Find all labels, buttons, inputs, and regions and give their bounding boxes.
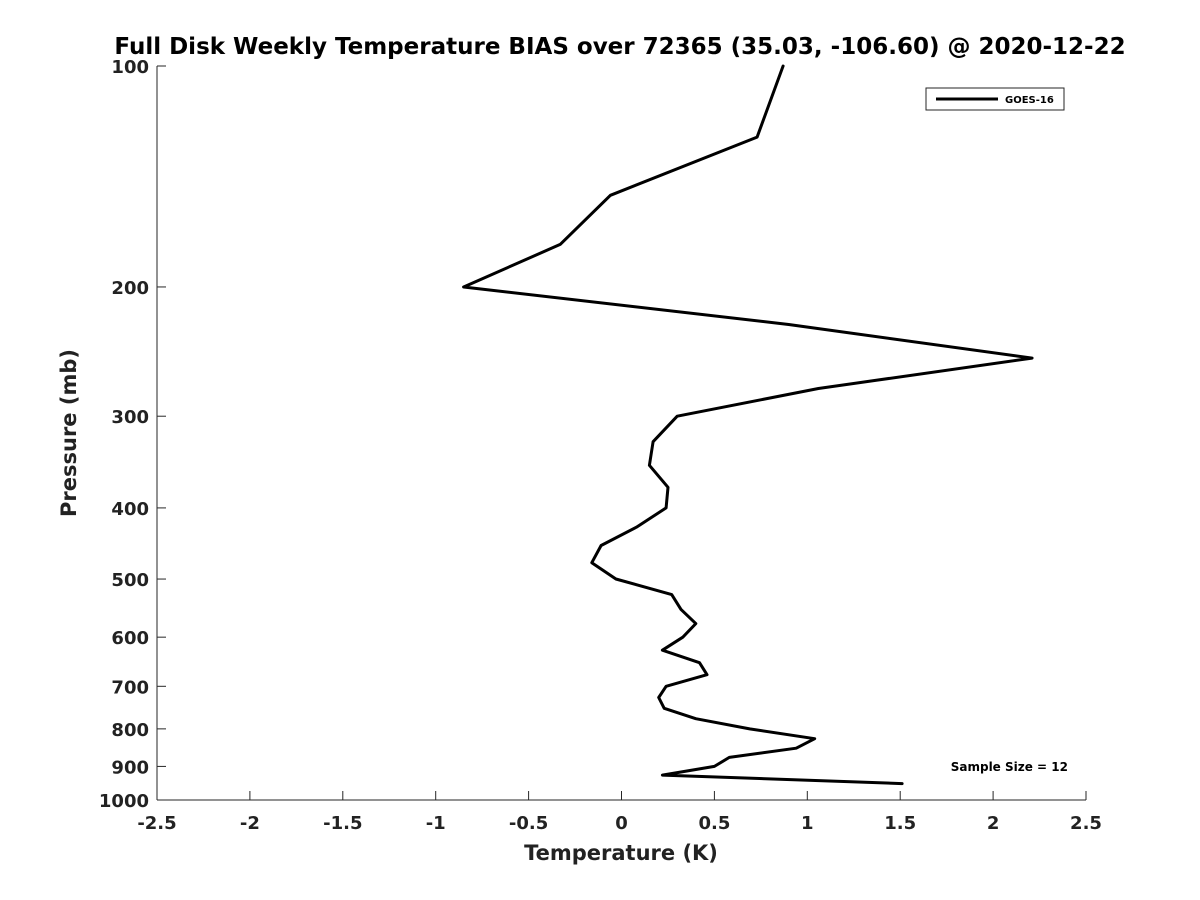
x-tick-label: 2	[987, 813, 1000, 834]
y-tick-label: 600	[111, 628, 149, 649]
y-tick-label: 400	[111, 499, 149, 520]
y-tick-label: 700	[111, 677, 149, 698]
sample-size-annotation: Sample Size = 12	[951, 760, 1068, 774]
x-tick-label: 2.5	[1070, 813, 1102, 834]
y-tick-label: 200	[111, 278, 149, 299]
x-tick-label: -2	[240, 813, 260, 834]
x-tick-label: 0.5	[698, 813, 730, 834]
x-tick-label: -1	[426, 813, 446, 834]
x-tick-label: 0	[615, 813, 628, 834]
x-tick-label: -2.5	[137, 813, 176, 834]
x-tick-label: -1.5	[323, 813, 362, 834]
x-tick-label: -0.5	[509, 813, 548, 834]
legend-label-goes-16: GOES-16	[1005, 95, 1054, 106]
y-tick-label: 900	[111, 757, 149, 778]
x-tick-label: 1.5	[884, 813, 916, 834]
plot-area: -2.5 -2 -1.5 -1 -0.5 0 0.5 1 1.5 2 2.5 100 200 300 40…	[99, 57, 1102, 834]
plot-background	[157, 66, 1086, 800]
y-tick-label: 800	[111, 720, 149, 741]
y-ticks: 100 200 300 400 500 600 700 800 900 1000	[99, 57, 166, 812]
chart-title: Full Disk Weekly Temperature BIAS over 7…	[114, 34, 1125, 60]
y-axis-label: Pressure (mb)	[57, 349, 81, 517]
legend: GOES-16	[925, 87, 1065, 111]
x-ticks: -2.5 -2 -1.5 -1 -0.5 0 0.5 1 1.5 2 2.5	[137, 791, 1102, 834]
y-tick-label: 100	[111, 57, 149, 78]
y-tick-label: 300	[111, 407, 149, 428]
series-line-goes-16	[462, 64, 1034, 786]
x-tick-label: 1	[801, 813, 814, 834]
series-layer	[462, 64, 1034, 786]
x-axis-label: Temperature (K)	[524, 841, 718, 865]
y-tick-label: 500	[111, 570, 149, 591]
y-tick-label: 1000	[99, 791, 149, 812]
